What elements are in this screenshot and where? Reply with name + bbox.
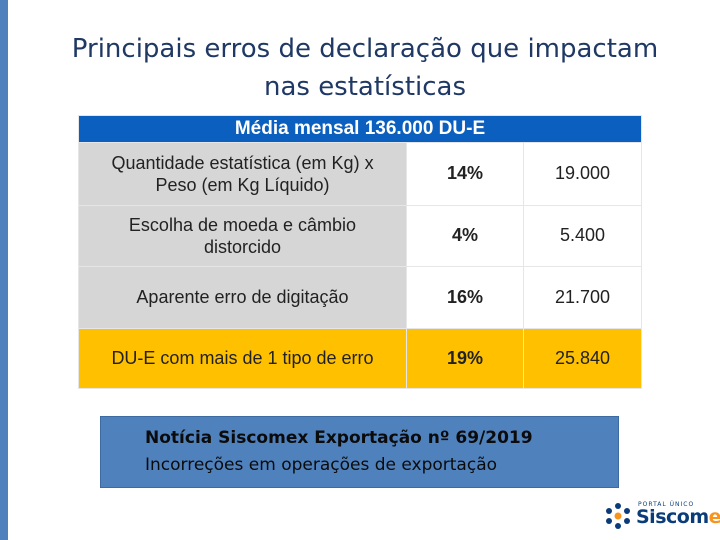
- siscomex-logo: PORTAL ÚNICO Siscomex: [604, 500, 720, 534]
- siscomex-logo-icon: [606, 503, 630, 529]
- error-stats-table: Média mensal 136.000 DU-E Quantidade est…: [78, 114, 642, 390]
- logo-portal-text: PORTAL ÚNICO: [638, 501, 695, 508]
- table-header: Média mensal 136.000 DU-E: [78, 114, 642, 144]
- row-value: 25.840: [523, 327, 642, 390]
- logo-word-part1: Siscom: [636, 506, 709, 528]
- logo-word-part2: ex: [708, 506, 720, 528]
- slide-title: Principais erros de declaração que impac…: [10, 30, 720, 106]
- news-subtitle: Incorreções em operações de exportação: [145, 455, 498, 475]
- row-label: Quantidade estatística (em Kg) x Peso (e…: [78, 142, 407, 206]
- row-label-line1: Quantidade estatística (em Kg) x: [111, 152, 374, 173]
- row-label: DU-E com mais de 1 tipo de erro: [78, 327, 407, 390]
- left-accent-bar: [0, 0, 8, 540]
- table-row: Escolha de moeda e câmbio distorcido 4% …: [78, 204, 642, 268]
- row-percent: 14%: [406, 142, 524, 206]
- row-value: 19.000: [523, 142, 642, 206]
- table-row-highlight: DU-E com mais de 1 tipo de erro 19% 25.8…: [78, 327, 642, 390]
- row-label-line1: Escolha de moeda e câmbio: [128, 214, 357, 235]
- row-label: Escolha de moeda e câmbio distorcido: [78, 204, 407, 268]
- logo-wordmark: Siscomex: [636, 506, 720, 528]
- slide-title-line1: Principais erros de declaração que impac…: [71, 34, 659, 64]
- row-value: 5.400: [523, 204, 642, 268]
- table-row: Aparente erro de digitação 16% 21.700: [78, 266, 642, 329]
- news-title: Notícia Siscomex Exportação nº 69/2019: [145, 428, 533, 448]
- news-box: Notícia Siscomex Exportação nº 69/2019 I…: [100, 416, 619, 488]
- row-label-line2: distorcido: [203, 236, 282, 257]
- slide-title-line2: nas estatísticas: [263, 72, 467, 102]
- row-percent: 4%: [406, 204, 524, 268]
- row-value: 21.700: [523, 266, 642, 329]
- row-percent: 16%: [406, 266, 524, 329]
- row-label-line2: Peso (em Kg Líquido): [155, 174, 330, 195]
- row-percent: 19%: [406, 327, 524, 390]
- table-header-row: Média mensal 136.000 DU-E: [78, 114, 642, 144]
- row-label: Aparente erro de digitação: [78, 266, 407, 329]
- table-row: Quantidade estatística (em Kg) x Peso (e…: [78, 142, 642, 206]
